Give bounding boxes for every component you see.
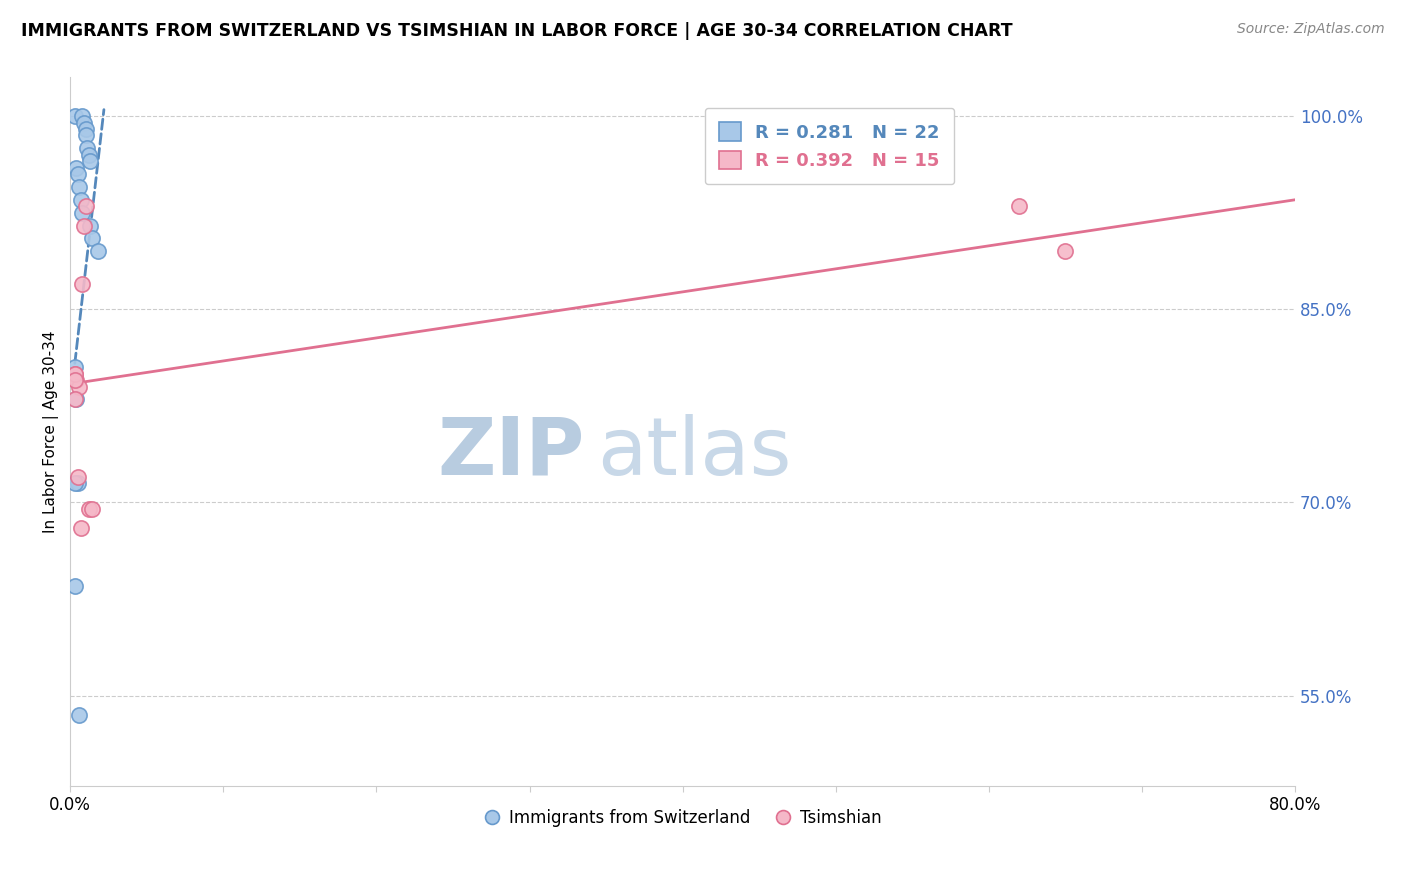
Point [66, 476, 89, 491]
Point [66, 469, 89, 483]
Text: Source: ZipAtlas.com: Source: ZipAtlas.com [1237, 22, 1385, 37]
Point [73, 219, 96, 233]
Point [72, 277, 94, 291]
Point [75, 122, 97, 136]
Point [65, 373, 87, 387]
Point [63, 579, 86, 593]
Point [87, 244, 110, 259]
Point [75, 199, 97, 213]
Point [67, 708, 90, 723]
Point [63, 360, 86, 375]
Text: atlas: atlas [598, 414, 792, 491]
Point [80, 502, 103, 516]
Point [63, 392, 86, 407]
Point [76, 141, 98, 155]
Point [1008, 199, 1031, 213]
Text: IMMIGRANTS FROM SWITZERLAND VS TSIMSHIAN IN LABOR FORCE | AGE 30-34 CORRELATION : IMMIGRANTS FROM SWITZERLAND VS TSIMSHIAN… [21, 22, 1012, 40]
Point [70, 193, 93, 207]
Legend: Immigrants from Switzerland, Tsimshian: Immigrants from Switzerland, Tsimshian [477, 803, 889, 834]
Point [77, 147, 100, 161]
Point [79, 219, 101, 233]
Point [72, 205, 94, 219]
Text: ZIP: ZIP [437, 414, 585, 491]
Point [67, 379, 90, 393]
Point [77, 502, 100, 516]
Point [63, 367, 86, 381]
Point [65, 161, 87, 175]
Point [63, 373, 86, 387]
Y-axis label: In Labor Force | Age 30-34: In Labor Force | Age 30-34 [44, 330, 59, 533]
Point [63, 367, 86, 381]
Point [75, 128, 97, 143]
Point [67, 180, 90, 194]
Point [66, 167, 89, 181]
Point [63, 109, 86, 123]
Point [65, 392, 87, 407]
Point [63, 476, 86, 491]
Point [79, 154, 101, 169]
Point [72, 109, 94, 123]
Point [70, 521, 93, 535]
Point [1054, 244, 1077, 259]
Point [73, 115, 96, 129]
Point [80, 231, 103, 245]
